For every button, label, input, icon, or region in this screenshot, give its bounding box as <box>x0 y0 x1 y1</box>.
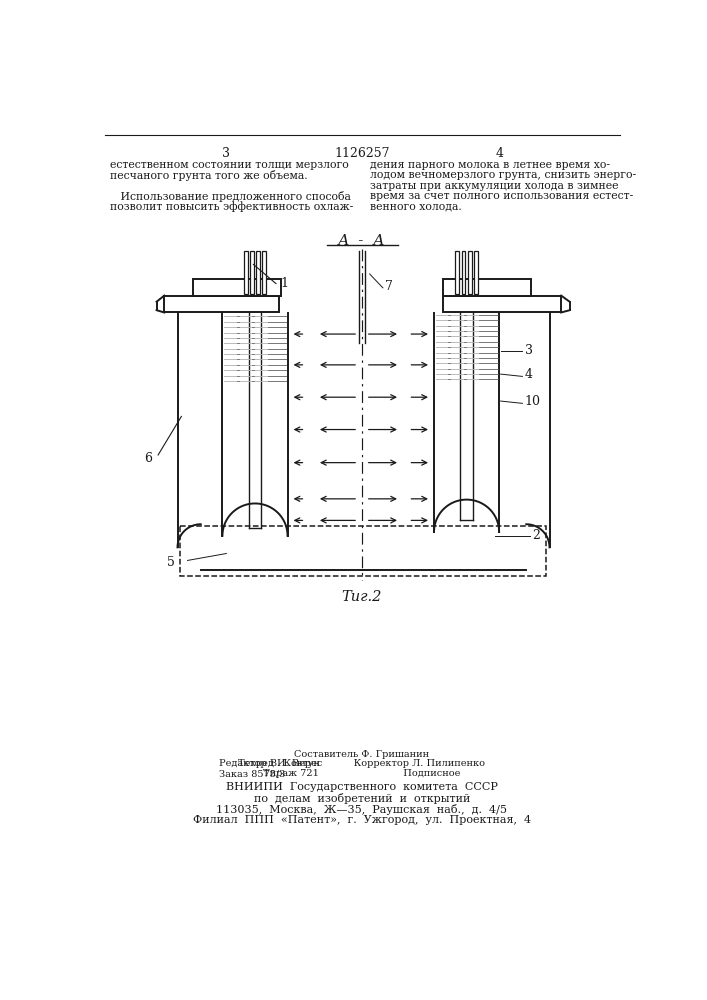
Text: 10: 10 <box>525 395 541 408</box>
Bar <box>244 251 247 294</box>
Text: 4: 4 <box>495 147 503 160</box>
Text: по  делам  изобретений  и  открытий: по делам изобретений и открытий <box>254 793 470 804</box>
Bar <box>455 251 460 294</box>
Bar <box>262 251 267 294</box>
Text: Тираж 721                           Подписное: Тираж 721 Подписное <box>263 769 461 778</box>
Text: 7: 7 <box>385 280 393 293</box>
Text: А  -  А: А - А <box>338 234 386 248</box>
Bar <box>250 251 254 294</box>
Text: венного холода.: венного холода. <box>370 202 462 212</box>
Text: ВНИИПИ  Государственного  комитета  СССР: ВНИИПИ Государственного комитета СССР <box>226 782 498 792</box>
Bar <box>180 526 546 576</box>
Text: Редактор В. Ковтун: Редактор В. Ковтун <box>218 759 320 768</box>
Text: Τиг.2: Τиг.2 <box>341 590 382 604</box>
Bar <box>164 296 279 312</box>
Bar <box>474 251 478 294</box>
Text: 3: 3 <box>525 344 532 358</box>
Text: дения парного молока в летнее время хо-: дения парного молока в летнее время хо- <box>370 160 609 170</box>
Bar <box>443 279 531 296</box>
Bar <box>462 251 465 294</box>
Text: 113035,  Москва,  Ж—35,  Раушская  наб.,  д.  4/5: 113035, Москва, Ж—35, Раушская наб., д. … <box>216 804 508 815</box>
Text: 3: 3 <box>221 147 230 160</box>
Text: Техред И. Верес          Корректор Л. Пилипенко: Техред И. Верес Корректор Л. Пилипенко <box>238 759 486 768</box>
Text: 2: 2 <box>532 529 540 542</box>
Text: Использование предложенного способа: Использование предложенного способа <box>110 191 351 202</box>
Text: 6: 6 <box>144 452 152 465</box>
Text: песчаного грунта того же объема.: песчаного грунта того же объема. <box>110 170 308 181</box>
Text: 5: 5 <box>168 556 175 569</box>
Text: естественном состоянии толщи мерзлого: естественном состоянии толщи мерзлого <box>110 160 349 170</box>
Text: Составитель Ф. Гришанин: Составитель Ф. Гришанин <box>294 750 430 759</box>
Bar <box>468 251 472 294</box>
Text: время за счет полного использования естест-: время за счет полного использования есте… <box>370 191 633 201</box>
Text: затраты при аккумуляции холода в зимнее: затраты при аккумуляции холода в зимнее <box>370 181 618 191</box>
Bar <box>443 296 561 312</box>
Text: 1: 1 <box>281 277 288 290</box>
Text: 4: 4 <box>525 368 532 381</box>
Bar <box>256 251 260 294</box>
Text: 1126257: 1126257 <box>334 147 390 160</box>
Text: лодом вечномерзлого грунта, снизить энерго-: лодом вечномерзлого грунта, снизить энер… <box>370 170 636 180</box>
Text: Заказ 8575/3: Заказ 8575/3 <box>218 769 285 778</box>
Text: Филиал  ППП  «Патент»,  г.  Ужгород,  ул.  Проектная,  4: Филиал ППП «Патент», г. Ужгород, ул. Про… <box>193 815 531 825</box>
Text: позволит повысить эффективность охлаж-: позволит повысить эффективность охлаж- <box>110 202 354 212</box>
Bar <box>193 279 281 296</box>
